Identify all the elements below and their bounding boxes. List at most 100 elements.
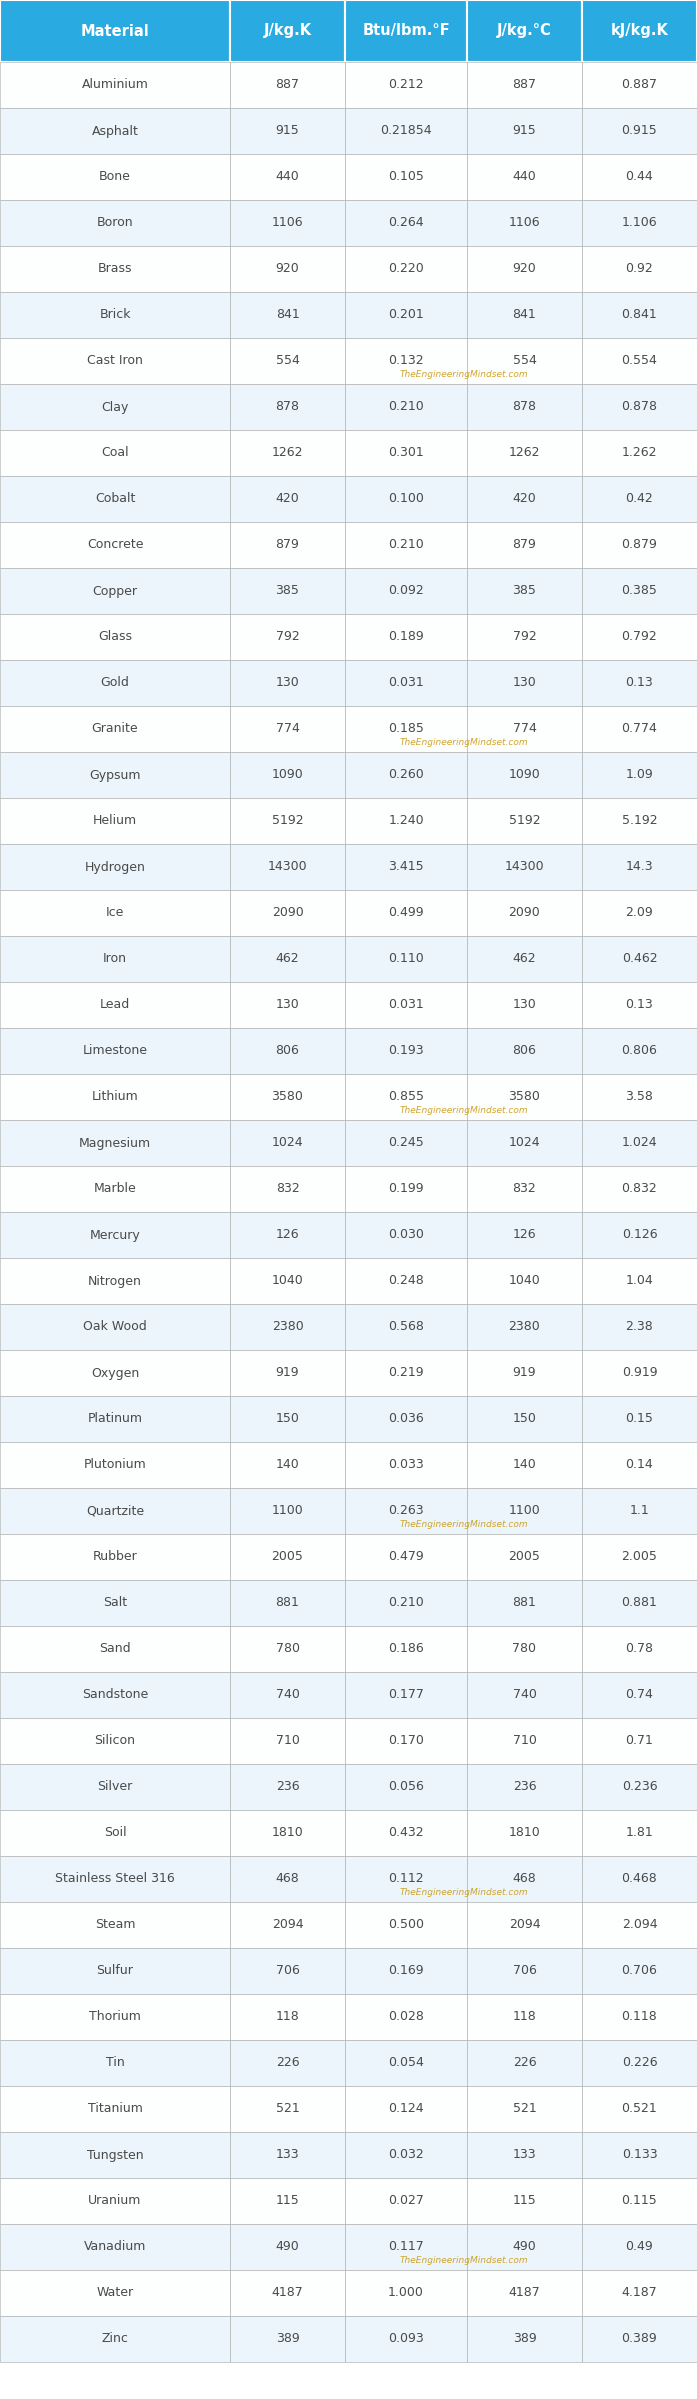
Text: 706: 706 [512,1965,537,1977]
Text: TheEngineeringMindset.com: TheEngineeringMindset.com [399,369,528,379]
Bar [467,1857,582,1902]
Bar [0,2133,230,2178]
Bar [230,247,345,293]
Text: 780: 780 [512,1643,537,1655]
Bar [467,2039,582,2087]
Bar [467,2178,582,2224]
Bar [345,799,467,844]
Bar [345,1396,467,1442]
Bar [582,1120,697,1166]
Bar [582,2178,697,2224]
Text: 920: 920 [512,261,537,276]
Text: 2090: 2090 [509,907,540,919]
Bar [467,1075,582,1120]
Bar [345,1672,467,1718]
Bar [230,523,345,569]
Bar [467,844,582,890]
Bar [345,844,467,890]
Bar [582,199,697,247]
Bar [345,108,467,154]
Bar [467,705,582,751]
Text: 130: 130 [275,677,300,689]
Text: 2380: 2380 [509,1319,540,1334]
Text: 0.74: 0.74 [626,1689,653,1701]
Text: Cast Iron: Cast Iron [87,355,143,367]
Bar [582,2224,697,2269]
Bar [230,1166,345,1211]
Text: 140: 140 [512,1459,537,1471]
Text: 2005: 2005 [509,1550,540,1564]
Text: 5.192: 5.192 [622,816,657,828]
Text: 3.415: 3.415 [388,861,424,873]
Bar [345,62,467,108]
Text: Limestone: Limestone [82,1044,148,1058]
Text: 0.210: 0.210 [388,401,424,413]
Bar [582,1581,697,1627]
Text: Water: Water [96,2286,134,2301]
Bar [230,384,345,429]
Bar [582,154,697,199]
Text: 0.210: 0.210 [388,1595,424,1610]
Text: 740: 740 [275,1689,300,1701]
Text: 0.462: 0.462 [622,952,657,964]
Text: 0.126: 0.126 [622,1228,657,1243]
Bar [0,1166,230,1211]
Text: 389: 389 [275,2332,300,2346]
Text: 841: 841 [512,309,537,321]
Text: 3.58: 3.58 [626,1092,653,1104]
Bar [0,660,230,705]
Bar [582,936,697,981]
Text: 0.110: 0.110 [388,952,424,964]
Text: 0.056: 0.056 [388,1780,424,1794]
Text: 126: 126 [513,1228,536,1243]
Text: 0.13: 0.13 [626,677,653,689]
Bar [345,936,467,981]
Bar [345,1581,467,1627]
Bar [467,1487,582,1533]
Bar [230,2224,345,2269]
Bar [467,981,582,1029]
Text: 1.106: 1.106 [622,216,657,230]
Bar [467,1351,582,1396]
Text: 0.855: 0.855 [388,1092,424,1104]
Bar [0,1120,230,1166]
Text: 14300: 14300 [505,861,544,873]
Bar [230,1533,345,1581]
Bar [230,1029,345,1075]
Text: 774: 774 [275,722,300,736]
Text: 792: 792 [275,631,300,643]
Text: 887: 887 [512,79,537,91]
Text: 0.919: 0.919 [622,1367,657,1379]
Text: Marble: Marble [93,1183,137,1195]
Bar [582,108,697,154]
Text: 440: 440 [512,170,537,182]
Text: 0.841: 0.841 [622,309,657,321]
Bar [467,2133,582,2178]
Text: 130: 130 [512,998,537,1012]
Text: 0.806: 0.806 [622,1044,657,1058]
Bar [345,1533,467,1581]
Text: 1.81: 1.81 [626,1826,653,1840]
Bar [582,2315,697,2363]
Bar [467,1948,582,1994]
Text: 841: 841 [275,309,300,321]
Bar [467,1718,582,1763]
Bar [345,1029,467,1075]
Text: 468: 468 [512,1874,537,1886]
Text: 140: 140 [275,1459,300,1471]
Text: 0.210: 0.210 [388,537,424,552]
Text: 0.915: 0.915 [622,125,657,137]
Text: 133: 133 [276,2150,299,2161]
Bar [467,660,582,705]
Text: 4187: 4187 [272,2286,303,2301]
Text: Coal: Coal [101,446,129,461]
Text: 462: 462 [276,952,299,964]
Text: TheEngineeringMindset.com: TheEngineeringMindset.com [399,2257,528,2265]
Bar [467,1120,582,1166]
Bar [0,2178,230,2224]
Bar [230,2315,345,2363]
Bar [0,1029,230,1075]
Text: 919: 919 [276,1367,299,1379]
Text: 1100: 1100 [272,1504,303,1519]
Bar [345,2315,467,2363]
